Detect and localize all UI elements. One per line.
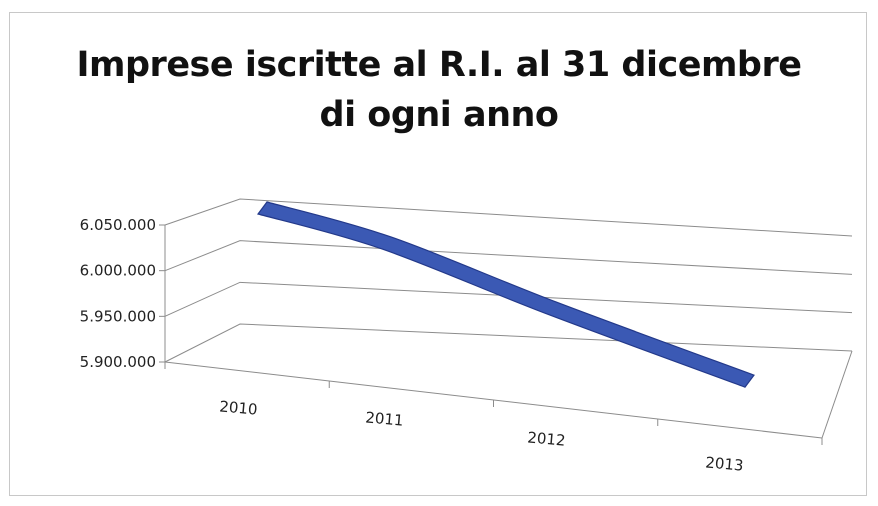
gridline (164, 198, 853, 237)
gridline (164, 240, 853, 275)
floor-edge-line (821, 350, 853, 439)
gridline (164, 281, 853, 317)
series-ribbon (256, 201, 755, 388)
gridline (164, 323, 853, 363)
chart-frame (9, 12, 867, 496)
chart-title-line-2: di ogni anno (319, 95, 559, 135)
x-tick-label: 2012 (527, 428, 567, 449)
x-tick-label: 2011 (365, 408, 405, 429)
y-tick-label: 5.900.000 (80, 353, 156, 371)
x-tick-label: 2010 (219, 397, 259, 418)
y-tick-label: 5.950.000 (80, 307, 156, 325)
chart-title-line-1: Imprese iscritte al R.I. al 31 dicembre (76, 45, 802, 85)
chart-title: Imprese iscritte al R.I. al 31 dicembre … (0, 40, 878, 140)
y-tick-label: 6.050.000 (80, 216, 156, 234)
x-tick-label: 2013 (705, 453, 745, 474)
y-tick-label: 6.000.000 (80, 262, 156, 280)
